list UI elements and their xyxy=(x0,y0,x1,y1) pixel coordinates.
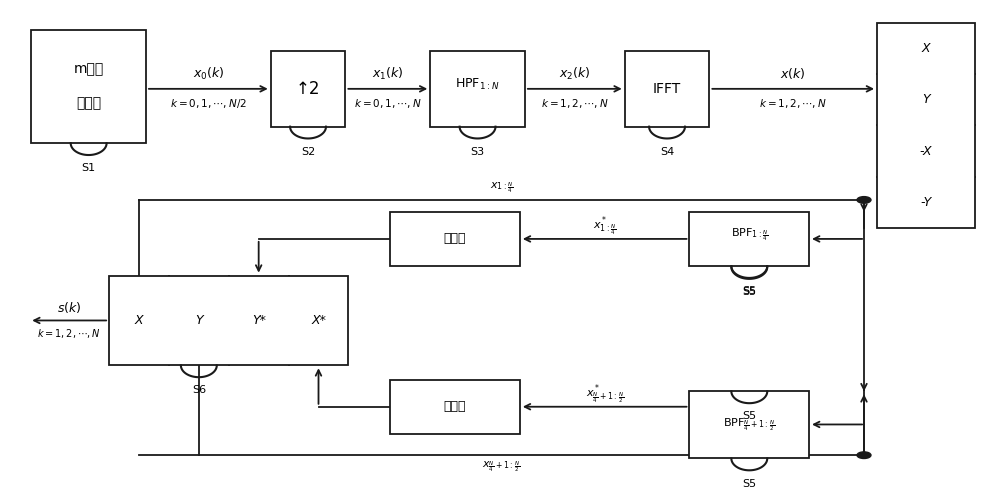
Text: S5: S5 xyxy=(742,479,756,488)
Text: S6: S6 xyxy=(192,386,206,395)
Circle shape xyxy=(857,197,871,203)
Text: $k=1,2,\cdots,N$: $k=1,2,\cdots,N$ xyxy=(37,327,101,340)
Text: S5: S5 xyxy=(742,287,756,297)
Text: $k=1,2,\cdots,N$: $k=1,2,\cdots,N$ xyxy=(541,97,609,109)
Text: Y: Y xyxy=(195,314,203,327)
Text: S2: S2 xyxy=(301,147,315,157)
Bar xyxy=(390,212,520,266)
Bar xyxy=(689,212,809,266)
Text: -Y: -Y xyxy=(920,196,931,209)
Bar xyxy=(109,276,348,366)
Bar xyxy=(625,51,709,127)
Text: S5: S5 xyxy=(742,286,756,296)
Bar xyxy=(689,391,809,458)
Text: m序列: m序列 xyxy=(74,62,104,77)
Text: $x^*_{1:\frac{N}{4}}$: $x^*_{1:\frac{N}{4}}$ xyxy=(593,215,616,239)
Text: BPF$_{\frac{N}{4}+1:\frac{N}{2}}$: BPF$_{\frac{N}{4}+1:\frac{N}{2}}$ xyxy=(723,416,775,433)
Bar xyxy=(31,30,146,143)
Circle shape xyxy=(857,452,871,459)
Text: $k=0,1,\cdots,N/2$: $k=0,1,\cdots,N/2$ xyxy=(170,97,247,109)
Text: $x_2(k)$: $x_2(k)$ xyxy=(559,66,591,82)
Text: $x_1(k)$: $x_1(k)$ xyxy=(372,66,404,82)
Text: IFFT: IFFT xyxy=(653,82,681,96)
Text: $x_{\frac{N}{4}+1:\frac{N}{2}}$: $x_{\frac{N}{4}+1:\frac{N}{2}}$ xyxy=(482,460,521,474)
Text: 发生器: 发生器 xyxy=(76,97,101,110)
Bar xyxy=(271,51,345,127)
Bar xyxy=(877,22,975,228)
Text: X: X xyxy=(922,42,930,55)
Text: $x^*_{\frac{N}{4}+1:\frac{N}{2}}$: $x^*_{\frac{N}{4}+1:\frac{N}{2}}$ xyxy=(586,383,624,407)
Text: HPF$_{1:N}$: HPF$_{1:N}$ xyxy=(455,77,500,92)
Text: X*: X* xyxy=(311,314,326,327)
Text: X: X xyxy=(135,314,143,327)
Text: $s(k)$: $s(k)$ xyxy=(57,300,81,315)
Text: $x_0(k)$: $x_0(k)$ xyxy=(193,66,224,82)
Text: BPF$_{1:\frac{N}{4}}$: BPF$_{1:\frac{N}{4}}$ xyxy=(731,226,768,243)
Text: $k=0,1,\cdots,N$: $k=0,1,\cdots,N$ xyxy=(354,97,422,109)
Text: -X: -X xyxy=(920,144,932,158)
Text: Y*: Y* xyxy=(252,314,266,327)
Text: $x_{1:\frac{N}{4}}$: $x_{1:\frac{N}{4}}$ xyxy=(490,181,513,196)
Text: Y: Y xyxy=(922,93,930,106)
Text: ↑2: ↑2 xyxy=(296,80,320,98)
Text: S3: S3 xyxy=(471,147,485,157)
Text: S4: S4 xyxy=(660,147,674,157)
Text: $x(k)$: $x(k)$ xyxy=(780,66,806,81)
Text: 取共轭: 取共轭 xyxy=(444,400,466,413)
Text: 取共轭: 取共轭 xyxy=(444,232,466,245)
Text: $k=1,2,\cdots,N$: $k=1,2,\cdots,N$ xyxy=(759,97,827,109)
Bar xyxy=(430,51,525,127)
Text: S5: S5 xyxy=(742,411,756,422)
Bar xyxy=(390,380,520,434)
Text: S1: S1 xyxy=(82,163,96,173)
